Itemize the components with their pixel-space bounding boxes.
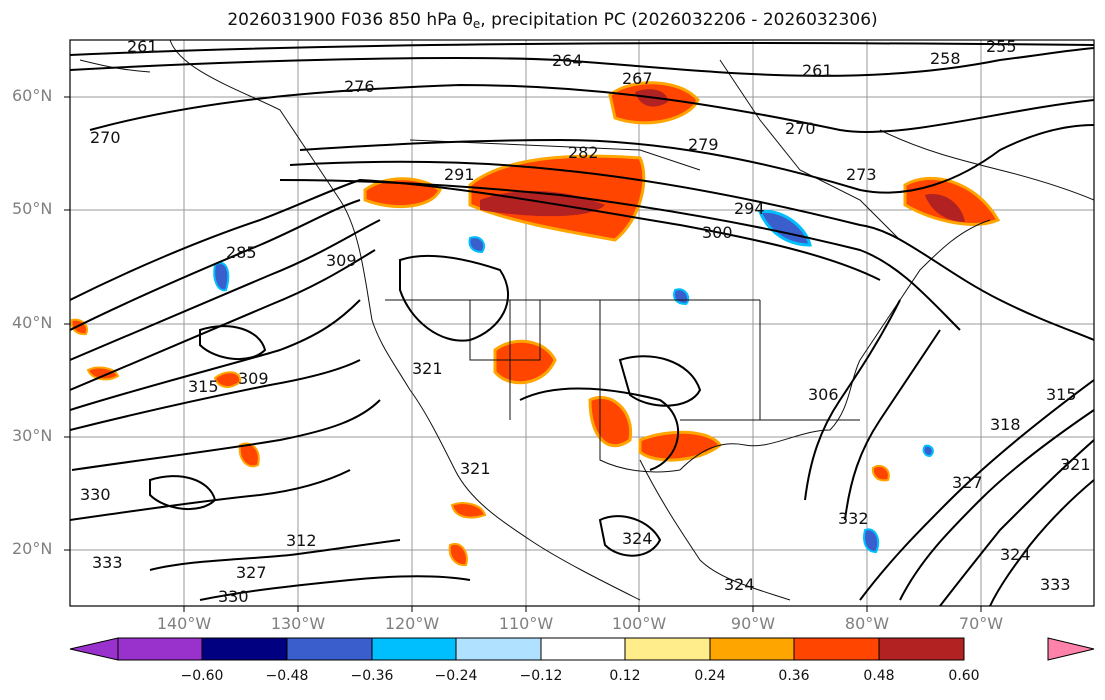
- contour-label: 315: [1046, 385, 1077, 404]
- longitude-label: 100°W: [611, 614, 667, 633]
- colorbar-tick-label: 0.12: [609, 668, 641, 684]
- contour-label: 291: [444, 165, 475, 184]
- contour-label: 312: [286, 531, 317, 550]
- latitude-label: 30°N: [12, 426, 53, 445]
- colorbar-segment: [709, 637, 795, 661]
- contour-label: 306: [808, 385, 839, 404]
- colorbar-tick-label: −0.60: [180, 668, 224, 684]
- latitude-label: 40°N: [12, 313, 53, 332]
- contour-label: 279: [688, 135, 719, 154]
- colorbar-tick-label: 0.24: [694, 668, 726, 684]
- contour-label: 324: [1000, 545, 1031, 564]
- colorbar-segment: [624, 637, 711, 661]
- longitude-label: 140°W: [156, 614, 212, 633]
- contour-label: 258: [930, 49, 961, 68]
- contour-label: 324: [622, 529, 653, 548]
- precipitation-shading: [70, 81, 1001, 567]
- contour-label: 321: [460, 459, 491, 478]
- contour-label: 321: [1060, 455, 1091, 474]
- contour-label: 270: [785, 119, 816, 138]
- longitude-label: 80°W: [844, 614, 890, 633]
- colorbar-segment: [540, 637, 626, 661]
- contour-label: 321: [412, 359, 443, 378]
- contour-label: 333: [92, 553, 123, 572]
- colorbar-segment: [371, 637, 457, 661]
- contour-label: 261: [127, 37, 158, 56]
- contour-label: 273: [846, 165, 877, 184]
- contour-label: 255: [986, 37, 1017, 56]
- colorbar-tick-label: −0.24: [434, 668, 478, 684]
- contour-labels: 261 264 267 261 258 255 276 270 270 282 …: [80, 37, 1091, 606]
- colorbar-segment: [793, 637, 880, 661]
- contour-label: 276: [344, 77, 375, 96]
- colorbar-tick-label: −0.36: [350, 668, 394, 684]
- contour-label: 318: [990, 415, 1021, 434]
- contour-label: 333: [1040, 575, 1071, 594]
- theta-e-contours: [70, 42, 1094, 606]
- colorbar-tick-label: 0.48: [863, 668, 895, 684]
- contour-label: 264: [552, 51, 583, 70]
- colorbar-extend-low: [69, 637, 119, 661]
- contour-label: 315: [188, 377, 219, 396]
- contour-label: 309: [238, 369, 269, 388]
- colorbar-tick-label: 0.36: [778, 668, 810, 684]
- colorbar-tick-label: −0.48: [265, 668, 309, 684]
- contour-label: 285: [226, 243, 257, 262]
- contour-label: 332: [838, 509, 869, 528]
- contour-label: 300: [702, 223, 733, 242]
- contour-label: 330: [80, 485, 111, 504]
- colorbar-tick-label: −0.12: [519, 668, 563, 684]
- colorbar-extend-high: [1047, 637, 1095, 661]
- contour-label: 330: [218, 587, 249, 606]
- latitude-label: 50°N: [12, 199, 53, 218]
- contour-label: 327: [952, 473, 983, 492]
- coastlines: [79, 40, 1094, 601]
- contour-label: 324: [724, 575, 755, 594]
- colorbar-segment: [455, 637, 542, 661]
- contour-label: 294: [734, 199, 765, 218]
- contour-label: 267: [622, 69, 653, 88]
- map-frame: [69, 39, 1095, 607]
- longitude-label: 130°W: [270, 614, 326, 633]
- colorbar-segment: [117, 637, 203, 661]
- latitude-label: 60°N: [12, 86, 53, 105]
- colorbar-segment: [286, 637, 373, 661]
- longitude-label: 120°W: [384, 614, 440, 633]
- colorbar-tick-label: 0.60: [948, 668, 980, 684]
- contour-label: 327: [236, 563, 267, 582]
- colorbar-segment: [878, 637, 965, 661]
- latitude-label: 20°N: [12, 539, 53, 558]
- longitude-label: 110°W: [498, 614, 554, 633]
- colorbar-segment: [201, 637, 288, 661]
- longitude-label: 90°W: [730, 614, 776, 633]
- contour-label: 309: [326, 251, 357, 270]
- contour-label: 261: [802, 61, 833, 80]
- colorbar: [69, 637, 1095, 661]
- contour-label: 270: [90, 128, 121, 147]
- gridlines: [70, 40, 1094, 606]
- map-title: 2026031900 F036 850 hPa θe, precipitatio…: [227, 10, 878, 31]
- longitude-label: 70°W: [958, 614, 1004, 633]
- contour-label: 282: [568, 143, 599, 162]
